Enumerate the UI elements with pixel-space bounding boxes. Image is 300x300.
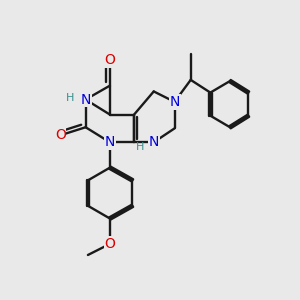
Text: N: N (80, 92, 91, 106)
Text: H: H (66, 93, 74, 103)
Text: H: H (136, 142, 144, 152)
Text: N: N (148, 135, 159, 149)
Text: O: O (104, 53, 115, 67)
Text: O: O (55, 128, 66, 142)
Text: N: N (105, 135, 115, 149)
Text: O: O (104, 237, 115, 251)
Text: N: N (169, 95, 180, 109)
